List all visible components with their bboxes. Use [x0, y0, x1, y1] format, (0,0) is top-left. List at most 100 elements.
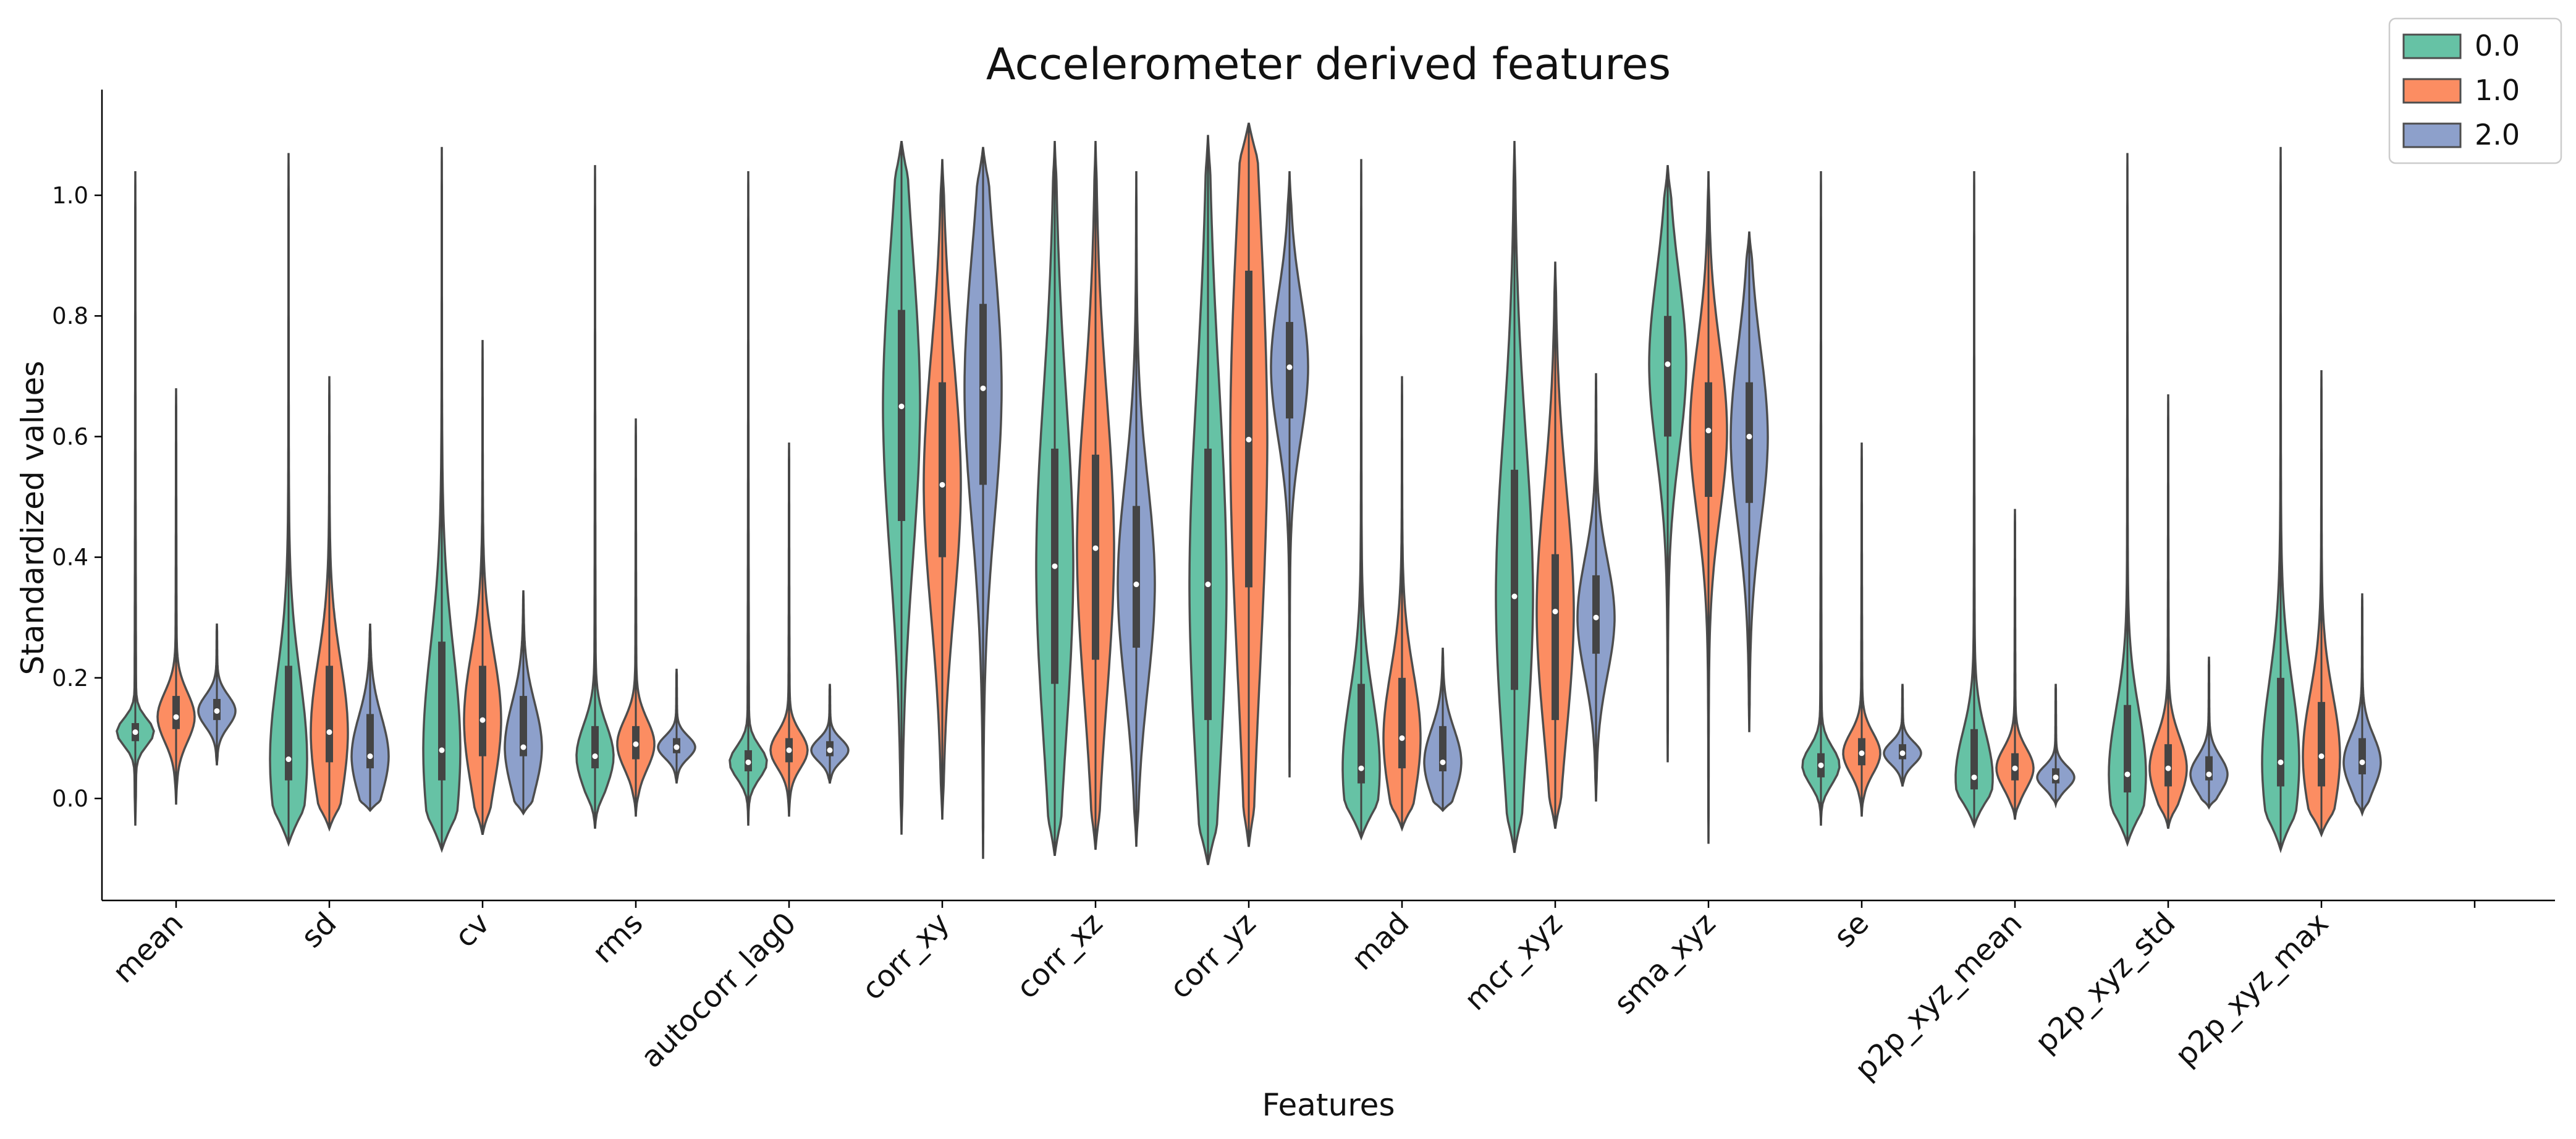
- y-tick-label: 0.6: [52, 423, 88, 450]
- violin-iqr-box: [366, 714, 374, 769]
- violin-median-point: [2359, 759, 2365, 765]
- legend-label: 0.0: [2475, 29, 2520, 62]
- violin-median-point: [1705, 428, 1712, 434]
- x-tick-label: cv: [448, 906, 496, 954]
- y-axis-label: Standardized values: [15, 361, 51, 675]
- violin-iqr-box: [2318, 701, 2325, 787]
- violin-median-point: [214, 708, 220, 714]
- violin-median-point: [1052, 563, 1058, 569]
- violin-iqr-box: [438, 641, 446, 781]
- violin-iqr-box: [285, 666, 292, 781]
- violin-median-point: [132, 729, 138, 735]
- violin-median-point: [2124, 771, 2130, 777]
- violin-iqr-box: [1439, 726, 1446, 772]
- violin-iqr-box: [898, 310, 905, 522]
- x-tick-label: autocorr_lag0: [634, 906, 803, 1075]
- y-tick-label: 0.2: [52, 665, 88, 692]
- legend: 0.0 1.0 2.0: [2388, 17, 2562, 164]
- violin-median-point: [2278, 759, 2284, 765]
- violin-median-point: [2053, 774, 2059, 781]
- violin-median-point: [1899, 750, 1906, 756]
- violin-iqr-box: [1398, 677, 1406, 769]
- violin-median-point: [2318, 753, 2325, 760]
- violin-iqr-box: [1286, 321, 1293, 419]
- violin-median-point: [1859, 750, 1865, 756]
- y-tick-label: 0.4: [52, 544, 88, 571]
- violin-iqr-box: [1970, 729, 1978, 790]
- violin-iqr-box: [1705, 382, 1712, 497]
- violin-median-point: [1246, 436, 1252, 442]
- violin-iqr-box: [1358, 684, 1365, 784]
- violin-median-point: [173, 714, 179, 720]
- violin-median-point: [1440, 759, 1446, 765]
- x-tick-label: se: [1827, 906, 1875, 954]
- violin-iqr-box: [939, 382, 946, 557]
- legend-label: 2.0: [2475, 118, 2520, 151]
- violin-median-point: [674, 744, 680, 750]
- legend-swatch-2.0: [2402, 122, 2462, 148]
- x-tick-label: mcr_xyz: [1458, 906, 1569, 1017]
- violin-iqr-box: [1511, 470, 1518, 690]
- violin-iqr-box: [326, 666, 333, 763]
- y-tick-label: 1.0: [52, 182, 88, 209]
- violin-median-point: [1205, 582, 1211, 588]
- violin-median-point: [2165, 765, 2171, 771]
- x-tick-label: p2p_xyz_max: [2168, 906, 2335, 1073]
- violin-median-point: [1746, 433, 1752, 439]
- x-tick-label: mean: [106, 906, 190, 990]
- violin-median-point: [1552, 608, 1558, 614]
- violin-median-point: [520, 744, 526, 750]
- x-tick-label: corr_xz: [1010, 906, 1109, 1006]
- x-tick-label: rms: [586, 906, 650, 970]
- violin-iqr-box: [479, 666, 486, 756]
- violin-median-point: [2206, 771, 2212, 777]
- violin-median-point: [980, 385, 986, 391]
- axes: [101, 90, 2555, 902]
- legend-swatch-1.0: [2402, 78, 2462, 104]
- y-tick-label: 0.8: [52, 303, 88, 329]
- x-tick-label: p2p_xyz_mean: [1848, 906, 2029, 1086]
- violin-iqr-box: [1245, 271, 1252, 588]
- x-tick-label: corr_yz: [1163, 906, 1262, 1006]
- violin-median-point: [827, 747, 833, 753]
- x-tick-label: sd: [295, 906, 344, 955]
- x-axis-label: Features: [1262, 1087, 1395, 1123]
- violin-median-point: [745, 759, 751, 765]
- violin-median-point: [1665, 361, 1671, 367]
- violin-median-point: [285, 756, 292, 763]
- violin-iqr-box: [2359, 738, 2366, 774]
- x-tick-label: p2p_xyz_std: [2029, 906, 2182, 1060]
- violin-median-point: [1133, 582, 1139, 588]
- violin-median-point: [1818, 762, 1824, 768]
- y-tick-label: 0.0: [52, 785, 88, 812]
- violin-median-point: [939, 481, 945, 488]
- violin-iqr-box: [1092, 454, 1099, 660]
- violin-median-point: [1399, 735, 1405, 741]
- legend-label: 1.0: [2475, 74, 2520, 107]
- violin-median-point: [479, 717, 486, 723]
- violin-median-point: [326, 729, 332, 735]
- violin-median-point: [439, 747, 445, 753]
- violin-median-point: [1971, 774, 1977, 781]
- violin-iqr-box: [1592, 575, 1600, 654]
- violin-iqr-box: [2124, 705, 2131, 793]
- violin-iqr-box: [1552, 554, 1559, 721]
- violin-median-point: [1593, 614, 1599, 620]
- violin-iqr-box: [2164, 744, 2172, 787]
- violin-iqr-box: [2277, 677, 2284, 787]
- violin-median-point: [898, 404, 905, 410]
- x-tick-label: sma_xyz: [1607, 906, 1722, 1021]
- x-tick-label: corr_xy: [855, 906, 956, 1007]
- violin-iqr-box: [1133, 506, 1140, 648]
- violin-median-point: [1092, 545, 1099, 551]
- violin-iqr-box: [1664, 316, 1671, 437]
- violin-iqr-box: [1746, 382, 1753, 503]
- violin-median-point: [367, 753, 373, 760]
- violin-median-point: [592, 753, 598, 760]
- violin-iqr-box: [591, 726, 599, 769]
- violin-median-point: [1511, 593, 1518, 599]
- violin-median-point: [2012, 765, 2018, 771]
- x-tick-label: mad: [1345, 906, 1416, 977]
- violin-median-point: [633, 741, 639, 747]
